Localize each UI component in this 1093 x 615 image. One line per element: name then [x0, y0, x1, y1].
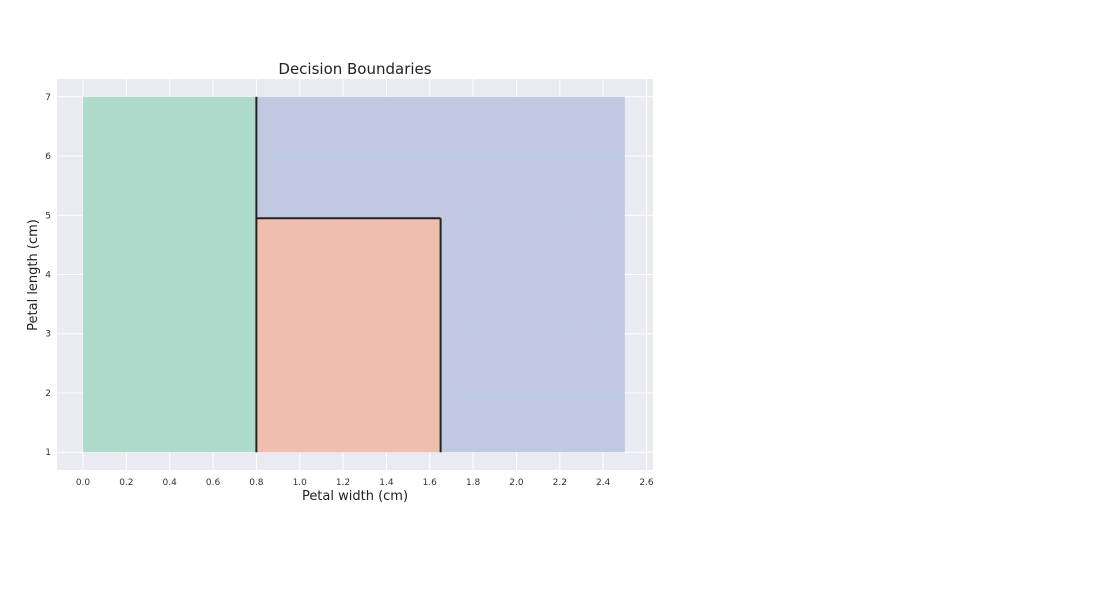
x-tick-label: 0.2 — [119, 478, 133, 488]
x-tick-label: 2.2 — [553, 478, 567, 488]
decision-region-3 — [256, 218, 441, 453]
x-tick-label: 1.4 — [379, 478, 394, 488]
x-tick-label: 2.6 — [639, 478, 654, 488]
y-tick-label: 1 — [45, 448, 51, 458]
decision-boundary-lines — [255, 96, 442, 453]
y-axis-label: Petal length (cm) — [26, 219, 41, 331]
y-axis-ticks: 1 2 3 4 5 6 7 — [45, 93, 51, 458]
x-tick-label: 0.4 — [163, 478, 178, 488]
y-tick-label: 2 — [45, 389, 51, 399]
y-tick-label: 5 — [45, 211, 51, 221]
x-tick-label: 1.2 — [336, 478, 350, 488]
y-tick-label: 4 — [45, 271, 51, 281]
decision-region-1 — [83, 96, 257, 453]
x-axis-ticks: 0.0 0.2 0.4 0.6 0.8 1.0 1.2 1.4 1.6 1.8 2.0 2.2 2.4 2… — [76, 478, 654, 488]
y-tick-label: 6 — [45, 152, 51, 162]
x-axis-label: Petal width (cm) — [302, 489, 408, 504]
x-tick-label: 1.8 — [466, 478, 481, 488]
chart-title: Decision Boundaries — [278, 60, 431, 78]
y-tick-label: 3 — [45, 330, 51, 340]
x-tick-label: 2.0 — [509, 478, 524, 488]
x-tick-label: 0.6 — [206, 478, 221, 488]
y-tick-label: 7 — [45, 93, 51, 103]
x-tick-label: 1.6 — [423, 478, 438, 488]
x-tick-label: 1.0 — [293, 478, 308, 488]
x-tick-label: 0.8 — [249, 478, 264, 488]
x-tick-label: 2.4 — [596, 478, 611, 488]
x-tick-label: 0.0 — [76, 478, 91, 488]
decision-regions — [83, 96, 625, 453]
